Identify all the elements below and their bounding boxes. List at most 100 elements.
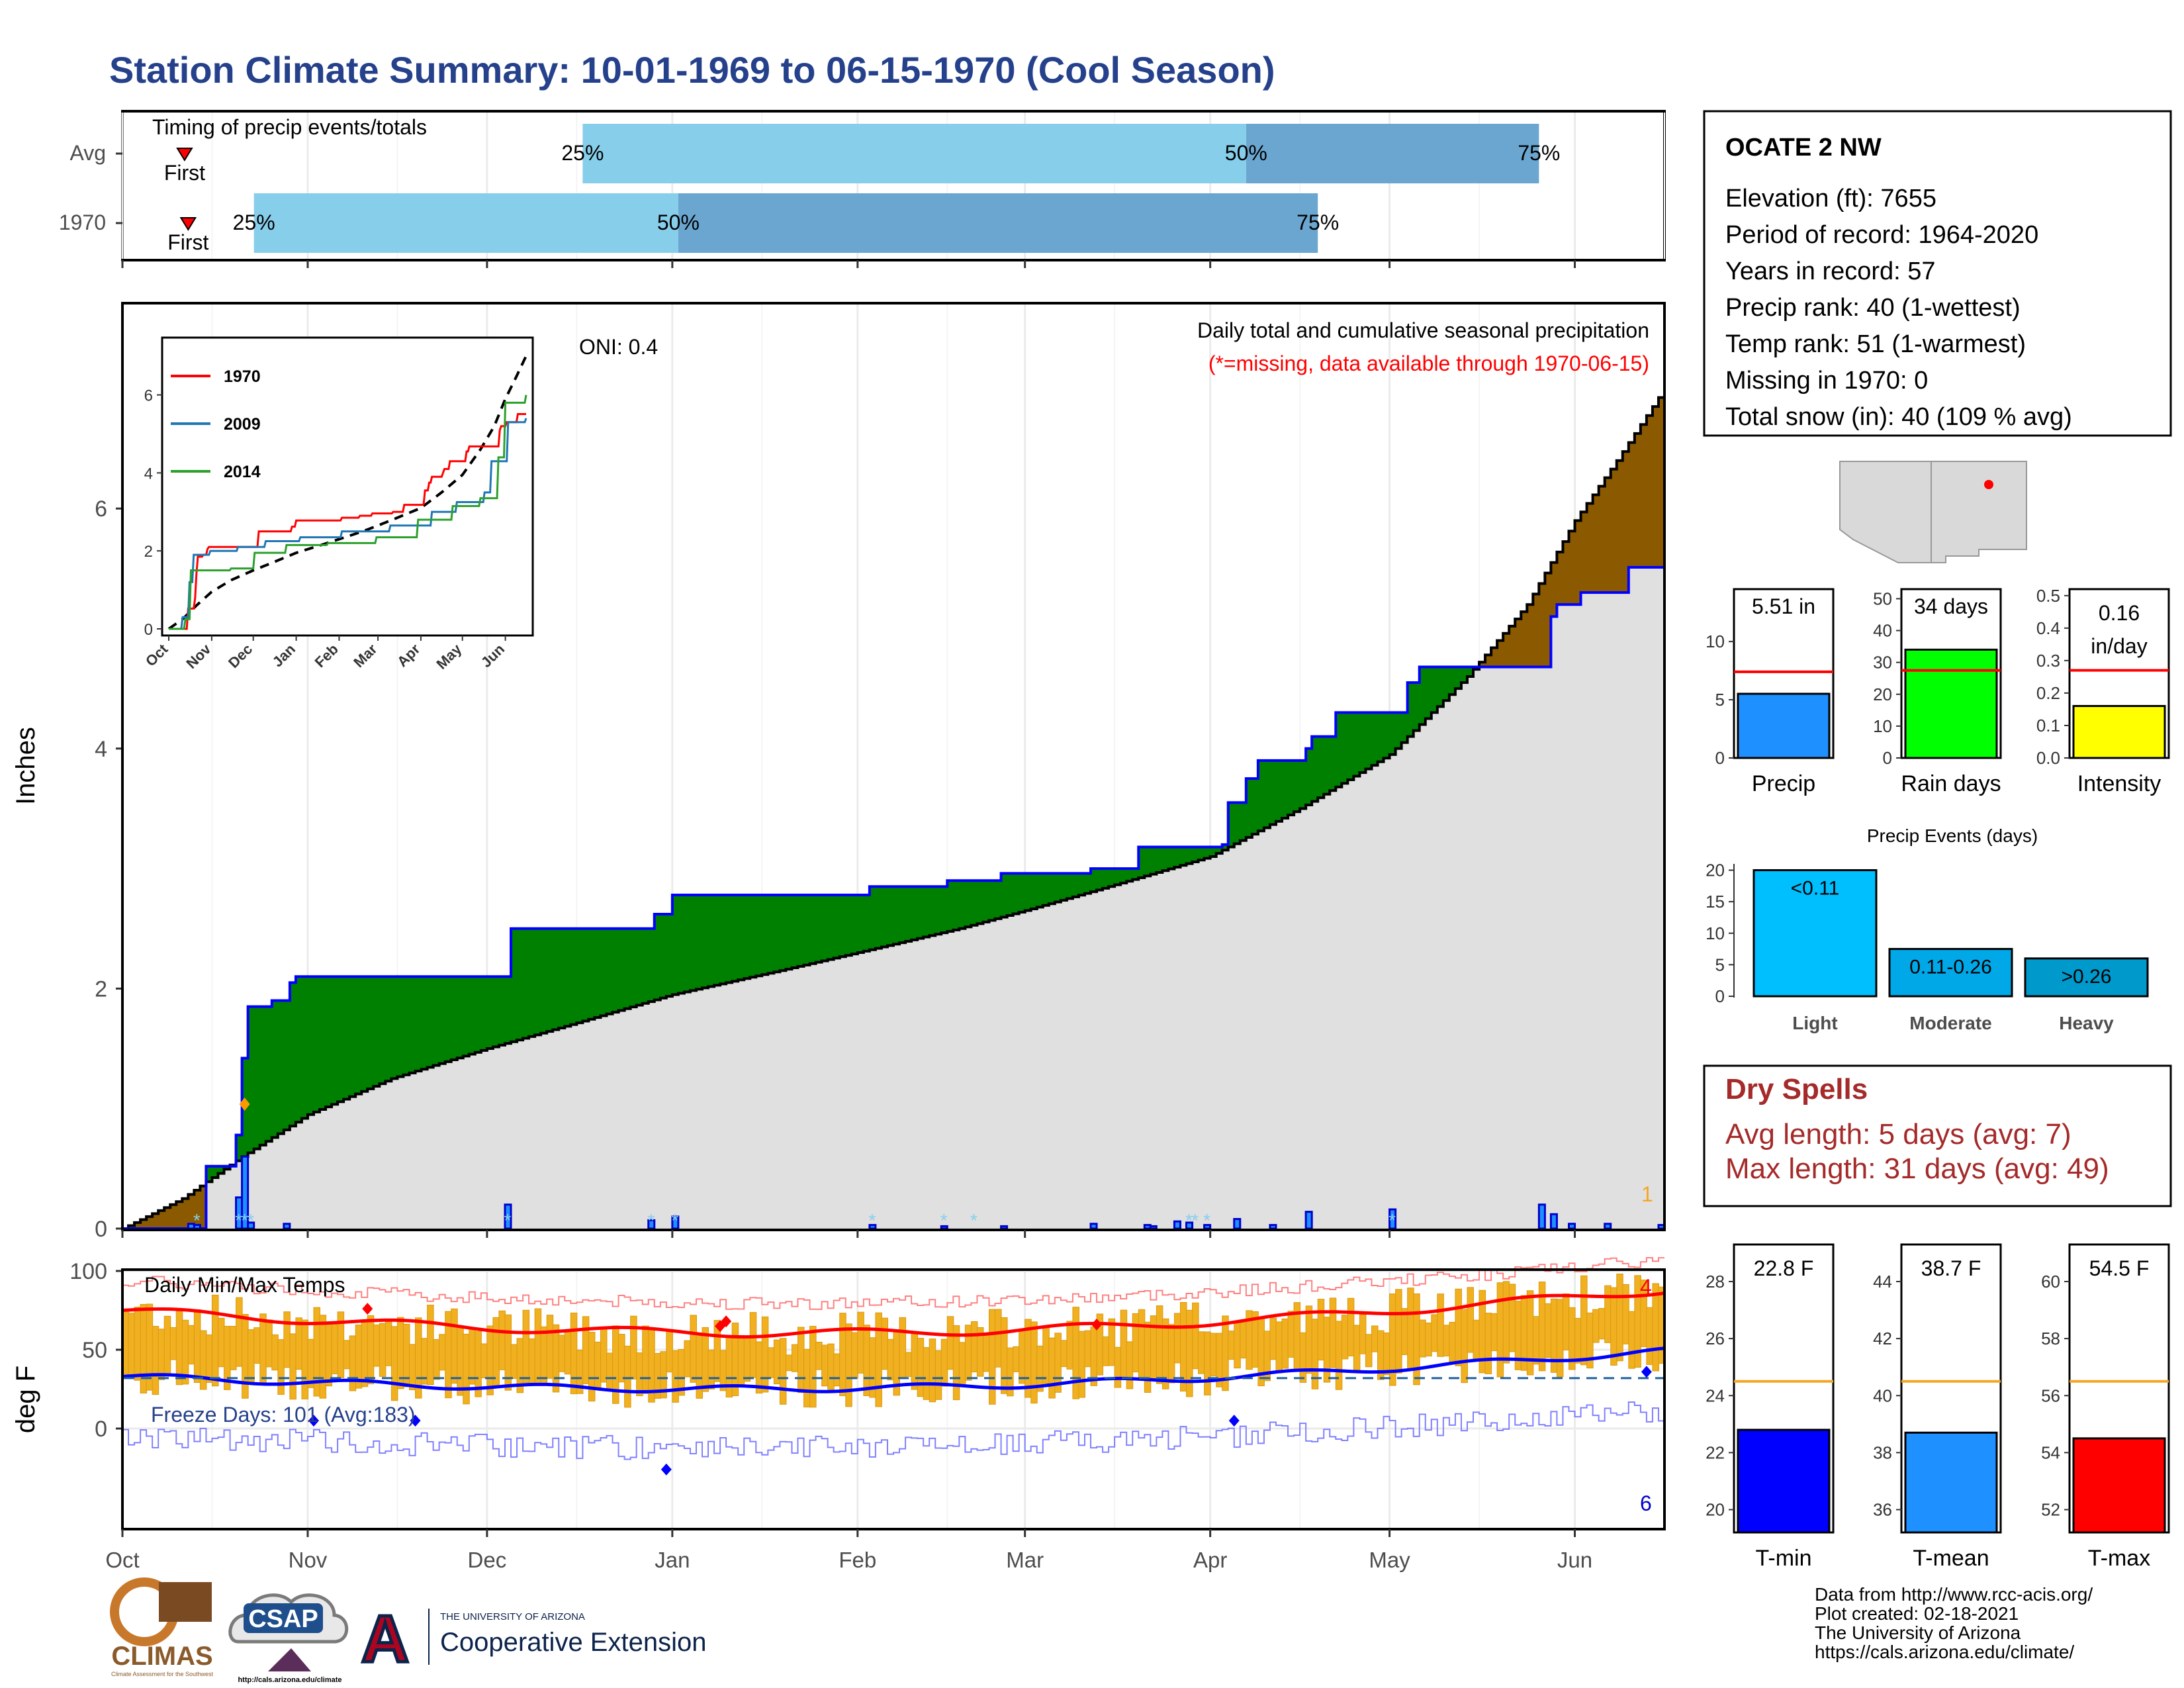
snow-marker: * bbox=[504, 1210, 512, 1231]
daily-temp-bar bbox=[140, 1303, 148, 1394]
csap-logo[interactable]: CSAP http://cals.arizona.edu/climate bbox=[228, 1593, 349, 1684]
daily-precip-bar bbox=[1000, 1225, 1009, 1230]
daily-temp-bar bbox=[1473, 1319, 1480, 1360]
precip-y-tick-label: 2 bbox=[95, 976, 107, 1002]
daily-temp-bar bbox=[469, 1328, 476, 1385]
precip-subtitle: Daily total and cumulative seasonal prec… bbox=[1197, 318, 1649, 342]
surplus-area bbox=[480, 976, 488, 1051]
deficit-area bbox=[1658, 397, 1665, 568]
deficit-area bbox=[1616, 460, 1623, 593]
deficit-area bbox=[1598, 486, 1606, 593]
surplus-area bbox=[989, 880, 996, 921]
precip-mini-2-tick-label: 0.2 bbox=[2036, 683, 2060, 703]
surplus-area bbox=[1072, 873, 1079, 897]
surplus-area bbox=[1091, 868, 1097, 892]
deficit-area bbox=[1580, 512, 1588, 593]
precip-mini-2-tick-label: 0.1 bbox=[2036, 716, 2060, 735]
surplus-area bbox=[941, 886, 948, 933]
daily-temp-bar bbox=[390, 1326, 398, 1401]
surplus-area bbox=[421, 976, 428, 1070]
daily-temp-bar bbox=[158, 1329, 165, 1380]
timing-pct-label: 75% bbox=[1518, 141, 1560, 165]
inset-y-tick-label: 2 bbox=[144, 543, 153, 561]
deficit-area bbox=[1533, 594, 1539, 667]
deficit-area bbox=[1652, 406, 1659, 568]
climas-logo[interactable]: CLIMAS Climate Assessment for the Southw… bbox=[110, 1577, 214, 1677]
surplus-area bbox=[1156, 847, 1163, 872]
daily-temp-bar bbox=[1060, 1340, 1068, 1368]
climas-logo-subtext: Climate Assessment for the Southwest bbox=[111, 1671, 214, 1677]
temp-corner-max: 4 bbox=[1640, 1275, 1652, 1299]
surplus-area bbox=[1312, 736, 1318, 802]
timing-pct-label: 25% bbox=[233, 211, 275, 234]
daily-temp-bar bbox=[1281, 1318, 1289, 1369]
temp-mini-1-tick-label: 40 bbox=[1873, 1385, 1892, 1405]
raindays-mini-value: 34 days bbox=[1914, 594, 1988, 618]
surplus-area bbox=[1365, 712, 1373, 769]
surplus-area bbox=[271, 1000, 279, 1138]
surplus-area bbox=[498, 976, 506, 1045]
daily-temp-bar bbox=[1090, 1326, 1098, 1386]
surplus-area bbox=[594, 928, 602, 1018]
daily-temp-bar bbox=[1461, 1309, 1468, 1383]
surplus-area bbox=[1013, 873, 1020, 914]
daily-temp-bar bbox=[301, 1319, 308, 1399]
daily-temp-bar bbox=[1652, 1283, 1659, 1372]
daily-temp-bar bbox=[230, 1326, 237, 1370]
station-line-5: Temp rank: 51 (1-warmest) bbox=[1725, 330, 2026, 358]
dry-spells-max: Max length: 31 days (avg: 49) bbox=[1725, 1152, 2109, 1185]
daily-temp-bar bbox=[929, 1338, 936, 1403]
surplus-area bbox=[588, 928, 596, 1019]
snow-marker: * bbox=[241, 1210, 248, 1231]
timing-row-1970-label: 1970 bbox=[59, 211, 106, 234]
surplus-area bbox=[684, 894, 691, 992]
deficit-area bbox=[182, 1198, 189, 1229]
x-tick-label: Oct bbox=[105, 1548, 139, 1572]
daily-temp-bar bbox=[642, 1325, 649, 1394]
daily-temp-bar bbox=[1078, 1331, 1085, 1398]
inset-y-tick-label: 4 bbox=[144, 465, 153, 483]
daily-precip-bar bbox=[283, 1223, 291, 1230]
events-y-tick-label: 20 bbox=[1706, 861, 1725, 880]
daily-temp-bar bbox=[588, 1332, 596, 1402]
daily-temp-bar bbox=[725, 1336, 733, 1398]
daily-temp-bar bbox=[982, 1335, 990, 1372]
university-of-arizona-logo[interactable]: A THE UNIVERSITY OF ARIZONA Cooperative … bbox=[359, 1601, 707, 1678]
footer-line-4: https://cals.arizona.edu/climate/ bbox=[1815, 1642, 2074, 1662]
surplus-area bbox=[1234, 802, 1241, 844]
record-high-line bbox=[122, 1257, 1664, 1310]
surplus-area bbox=[815, 894, 823, 962]
surplus-area bbox=[283, 1000, 291, 1130]
temp-y-tick-label: 0 bbox=[95, 1417, 107, 1442]
daily-temp-bar bbox=[217, 1317, 225, 1368]
surplus-area bbox=[1269, 760, 1277, 825]
events-y-tick-label: 10 bbox=[1706, 923, 1725, 943]
daily-precip-bar bbox=[1304, 1211, 1313, 1230]
deficit-area bbox=[1539, 583, 1545, 667]
daily-temp-bar bbox=[492, 1317, 500, 1387]
events-bar bbox=[2024, 957, 2149, 998]
surplus-area bbox=[445, 976, 452, 1062]
surplus-area bbox=[1115, 868, 1121, 885]
daily-temp-bar bbox=[534, 1308, 542, 1384]
inset-series-line bbox=[169, 395, 527, 630]
surplus-area bbox=[1210, 847, 1217, 857]
daily-temp-bar bbox=[1102, 1336, 1110, 1366]
surplus-area bbox=[277, 1000, 285, 1134]
daily-temp-bar bbox=[946, 1316, 954, 1370]
daily-temp-bar bbox=[480, 1343, 488, 1378]
surplus-area bbox=[1318, 736, 1324, 798]
deficit-area bbox=[1503, 633, 1510, 667]
surplus-area bbox=[289, 982, 296, 1127]
deficit-area bbox=[1527, 604, 1533, 667]
station-line-2: Period of record: 1964-2020 bbox=[1725, 221, 2038, 249]
footer-line-2: Plot created: 02-18-2021 bbox=[1815, 1603, 2019, 1624]
precip-mini-0-value-bar bbox=[1737, 692, 1831, 759]
surplus-area bbox=[547, 928, 553, 1032]
surplus-area bbox=[1246, 778, 1253, 837]
temp-mini-1-tick-label: 36 bbox=[1873, 1500, 1892, 1520]
surplus-area bbox=[732, 894, 739, 982]
surplus-area bbox=[307, 976, 314, 1115]
events-title: Precip Events (days) bbox=[1867, 825, 2038, 846]
page-title: Station Climate Summary: 10-01-1969 to 0… bbox=[109, 49, 1275, 91]
